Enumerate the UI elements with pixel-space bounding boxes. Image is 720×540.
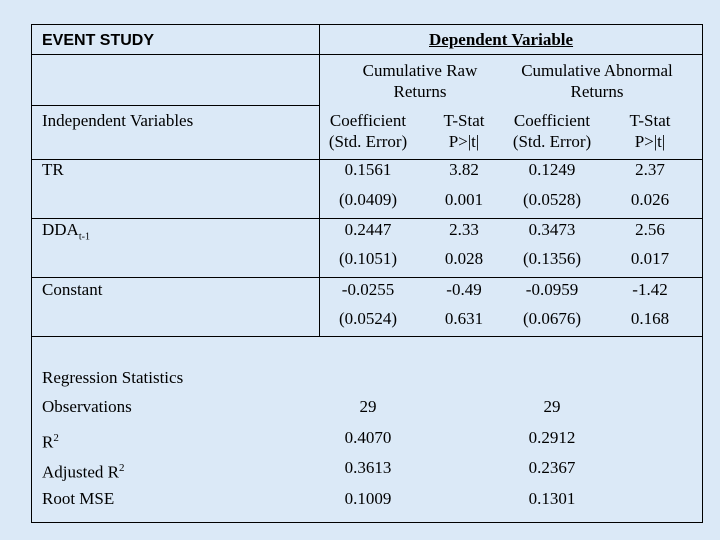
row-label-subscript: t-1 <box>78 231 90 243</box>
tstat-value: -0.49 <box>446 280 482 299</box>
stat-label: R2 <box>42 432 59 452</box>
tstat-value: 2.56 <box>635 220 665 239</box>
coef-value: -0.0255 <box>341 280 395 299</box>
divider <box>32 54 703 55</box>
std-error-value: (0.0524) <box>338 309 398 328</box>
std-error-value: (0.0528) <box>522 190 582 209</box>
divider <box>32 159 703 160</box>
col-tstat-raw-line2: P>|t| <box>448 132 480 151</box>
row-label: TR <box>42 160 64 179</box>
p-value: 0.001 <box>444 190 484 209</box>
p-value: 0.026 <box>630 190 670 209</box>
row-label: Constant <box>42 280 103 299</box>
stat-label-superscript: 2 <box>53 432 59 444</box>
col-tstat-abn-line2: P>|t| <box>634 132 666 151</box>
tstat-value: -1.42 <box>632 280 668 299</box>
stat-value: 29 <box>359 397 377 416</box>
independent-variables-heading: Independent Variables <box>42 111 194 130</box>
std-error-value: (0.0409) <box>338 190 398 209</box>
dependent-variable-heading: Dependent Variable <box>429 30 574 49</box>
col-tstat-raw-line1: T-Stat <box>443 111 485 130</box>
regression-statistics-heading: Regression Statistics <box>42 368 184 387</box>
divider <box>32 336 703 337</box>
p-value: 0.168 <box>630 309 670 328</box>
col-tstat-abn-line1: T-Stat <box>629 111 671 130</box>
std-error-value: (0.0676) <box>522 309 582 328</box>
stat-label: Root MSE <box>42 489 115 508</box>
tstat-value: 2.37 <box>635 160 665 179</box>
divider <box>319 25 320 336</box>
std-error-value: (0.1051) <box>338 249 398 268</box>
group-abnormal-line2: Returns <box>570 82 624 101</box>
event-study-table <box>31 24 703 523</box>
group-abnormal-line1: Cumulative Abnormal <box>521 61 673 80</box>
stat-label-superscript: 2 <box>118 462 125 474</box>
stat-value: 0.1301 <box>528 489 576 508</box>
stat-label: Observations <box>42 397 132 416</box>
col-coef-abn-line1: Coefficient <box>513 111 591 130</box>
row-label: DDAt-1 <box>42 220 90 243</box>
tstat-value: 3.82 <box>449 160 479 179</box>
p-value: 0.028 <box>444 249 484 268</box>
coef-value: 0.1561 <box>344 160 392 179</box>
col-coef-abn-line2: (Std. Error) <box>512 132 592 151</box>
divider <box>32 277 703 278</box>
divider <box>32 105 319 106</box>
tstat-value: 2.33 <box>449 220 479 239</box>
coef-value: 0.1249 <box>528 160 576 179</box>
group-raw-line2: Returns <box>393 82 447 101</box>
coef-value: -0.0959 <box>525 280 579 299</box>
p-value: 0.631 <box>444 309 484 328</box>
stat-value: 0.3613 <box>344 458 392 477</box>
coef-value: 0.2447 <box>344 220 392 239</box>
col-coef-raw-line2: (Std. Error) <box>328 132 408 151</box>
p-value: 0.017 <box>630 249 670 268</box>
stat-value: 29 <box>543 397 561 416</box>
std-error-value: (0.1356) <box>522 249 582 268</box>
col-coef-raw-line1: Coefficient <box>329 111 407 130</box>
stat-value: 0.1009 <box>344 489 392 508</box>
divider <box>32 218 703 219</box>
stat-value: 0.2912 <box>528 428 576 447</box>
table-title: EVENT STUDY <box>42 32 155 49</box>
group-raw-line1: Cumulative Raw <box>362 61 478 80</box>
stat-value: 0.4070 <box>344 428 392 447</box>
coef-value: 0.3473 <box>528 220 576 239</box>
stat-label: Adjusted R2 <box>42 462 125 482</box>
stat-value: 0.2367 <box>528 458 576 477</box>
